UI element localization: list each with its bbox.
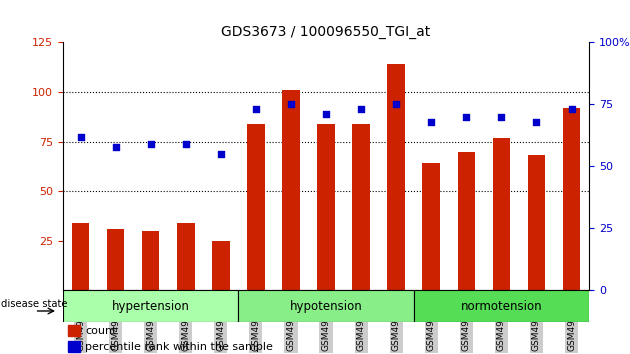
- FancyBboxPatch shape: [238, 290, 414, 322]
- Bar: [177, 223, 195, 290]
- Point: [426, 119, 436, 125]
- Point: [356, 107, 366, 112]
- Title: GDS3673 / 100096550_TGI_at: GDS3673 / 100096550_TGI_at: [221, 25, 431, 39]
- Bar: [107, 229, 124, 290]
- Text: hypotension: hypotension: [290, 300, 362, 313]
- Point: [286, 102, 296, 107]
- Bar: [457, 152, 475, 290]
- Bar: [563, 108, 580, 290]
- Bar: [142, 231, 159, 290]
- Bar: [68, 341, 80, 353]
- Bar: [282, 90, 300, 290]
- Text: hypertension: hypertension: [112, 300, 190, 313]
- Text: count: count: [85, 326, 117, 336]
- Text: disease state: disease state: [1, 299, 68, 309]
- Bar: [72, 223, 89, 290]
- Point: [566, 107, 576, 112]
- Point: [215, 151, 226, 157]
- Text: normotension: normotension: [461, 300, 542, 313]
- Bar: [387, 64, 405, 290]
- Point: [181, 141, 191, 147]
- Point: [531, 119, 541, 125]
- Bar: [212, 241, 229, 290]
- Point: [391, 102, 401, 107]
- Point: [251, 107, 261, 112]
- Text: percentile rank within the sample: percentile rank within the sample: [85, 342, 273, 352]
- Point: [461, 114, 471, 120]
- Point: [496, 114, 507, 120]
- Bar: [528, 155, 545, 290]
- Bar: [247, 124, 265, 290]
- FancyBboxPatch shape: [63, 290, 238, 322]
- FancyBboxPatch shape: [414, 290, 589, 322]
- Point: [76, 134, 86, 139]
- Bar: [68, 325, 80, 336]
- Point: [111, 144, 121, 149]
- Bar: [423, 164, 440, 290]
- Bar: [318, 124, 335, 290]
- Bar: [352, 124, 370, 290]
- Bar: [493, 138, 510, 290]
- Point: [321, 112, 331, 117]
- Point: [146, 141, 156, 147]
